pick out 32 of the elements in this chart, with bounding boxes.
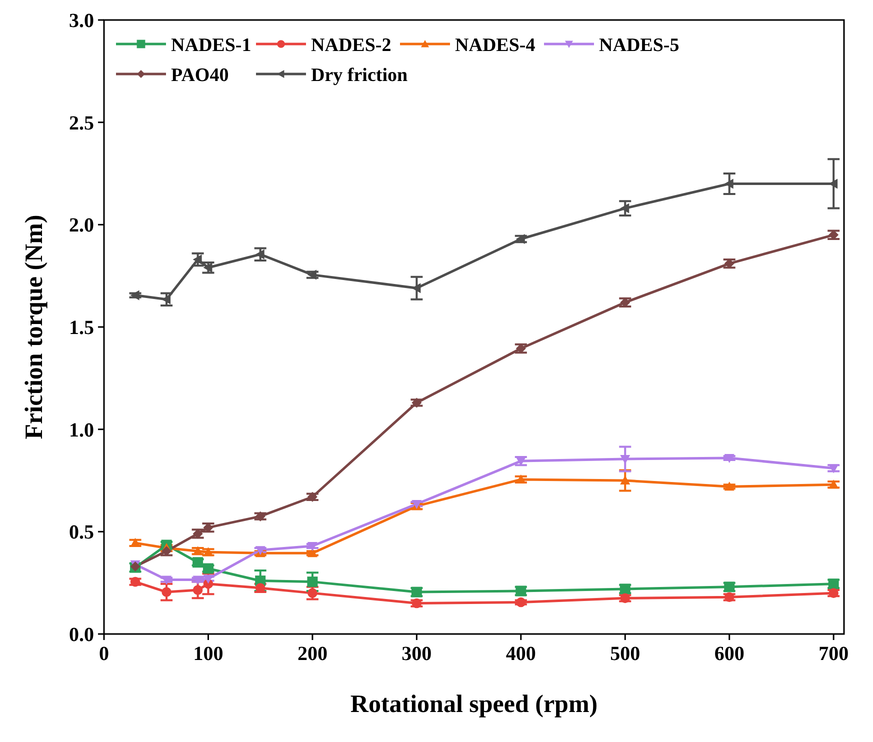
point [620,455,630,464]
point [412,283,421,294]
point [724,178,734,189]
y-tick-label: 0.0 [69,624,94,646]
legend-label: NADES-1 [171,35,252,56]
y-tick-label: 1.5 [69,317,94,339]
x-tick-label: 400 [506,643,536,665]
legend-label: NADES-5 [599,35,680,56]
x-tick-label: 100 [193,643,224,665]
x-tick-label: 200 [297,643,328,665]
x-tick-label: 500 [610,643,640,665]
x-tick-label: 700 [818,643,849,665]
y-tick-label: 2.0 [69,214,94,237]
y-axis-title: Friction torque (Nm) [21,214,48,440]
y-tick-label: 0.5 [69,522,94,544]
point [516,597,526,608]
y-tick-label: 1.0 [69,419,94,442]
y-tick-label: 2.5 [69,112,94,134]
point [516,234,525,244]
x-tick-label: 300 [402,643,432,665]
y-tick-label: 3.0 [69,10,94,32]
x-tick-label: 600 [714,643,744,665]
point [307,270,316,280]
point [620,476,630,484]
legend-label: Dry friction [311,65,408,86]
point [828,588,838,598]
legend-label: NADES-4 [455,35,536,56]
legend-label: PAO40 [171,65,229,86]
x-tick-label: 0 [99,643,109,665]
point [130,290,140,300]
x-axis-title: Rotational speed (rpm) [350,691,598,718]
legend-label: NADES-2 [311,35,392,56]
